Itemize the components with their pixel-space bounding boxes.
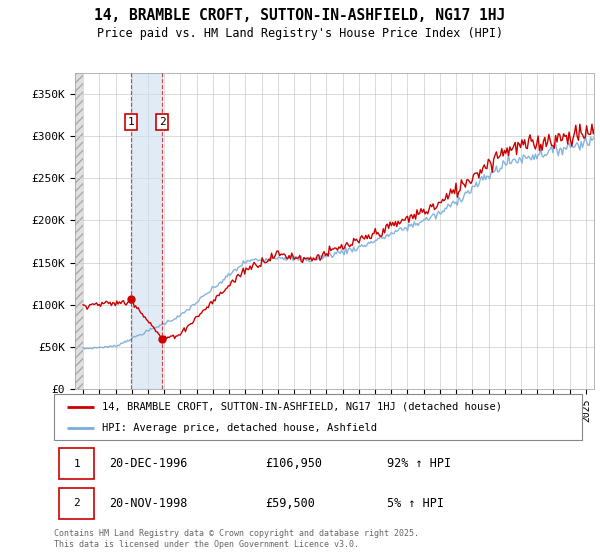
Text: 20-DEC-1996: 20-DEC-1996	[109, 457, 188, 470]
Text: 5% ↑ HPI: 5% ↑ HPI	[386, 497, 443, 510]
Text: 14, BRAMBLE CROFT, SUTTON-IN-ASHFIELD, NG17 1HJ: 14, BRAMBLE CROFT, SUTTON-IN-ASHFIELD, N…	[94, 8, 506, 24]
Text: £59,500: £59,500	[265, 497, 315, 510]
Bar	[131, 73, 162, 389]
Bar	[75, 73, 83, 389]
Text: £106,950: £106,950	[265, 457, 322, 470]
Text: 1: 1	[128, 117, 134, 127]
FancyBboxPatch shape	[59, 448, 94, 479]
Text: 14, BRAMBLE CROFT, SUTTON-IN-ASHFIELD, NG17 1HJ (detached house): 14, BRAMBLE CROFT, SUTTON-IN-ASHFIELD, N…	[101, 402, 502, 412]
Text: HPI: Average price, detached house, Ashfield: HPI: Average price, detached house, Ashf…	[101, 423, 377, 433]
Text: 2: 2	[159, 117, 166, 127]
Text: 1: 1	[73, 459, 80, 469]
Text: 20-NOV-1998: 20-NOV-1998	[109, 497, 188, 510]
Text: Price paid vs. HM Land Registry's House Price Index (HPI): Price paid vs. HM Land Registry's House …	[97, 27, 503, 40]
Text: Contains HM Land Registry data © Crown copyright and database right 2025.
This d: Contains HM Land Registry data © Crown c…	[54, 529, 419, 549]
FancyBboxPatch shape	[59, 488, 94, 519]
FancyBboxPatch shape	[54, 394, 582, 440]
Text: 92% ↑ HPI: 92% ↑ HPI	[386, 457, 451, 470]
Text: 2: 2	[73, 498, 80, 508]
